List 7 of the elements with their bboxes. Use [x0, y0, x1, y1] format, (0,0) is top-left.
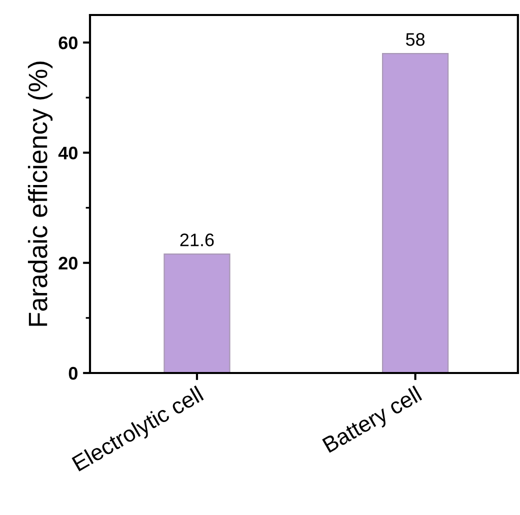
y-tick-label: 0: [68, 366, 78, 380]
y-tick-label: 40: [58, 146, 78, 160]
y-tick-label: 20: [58, 256, 78, 270]
y-axis-title: Faradaic efficiency (%): [28, 62, 53, 326]
data-label: 21.6: [180, 234, 214, 246]
y-tick-label: 60: [58, 36, 78, 50]
data-label: 58: [406, 33, 425, 46]
